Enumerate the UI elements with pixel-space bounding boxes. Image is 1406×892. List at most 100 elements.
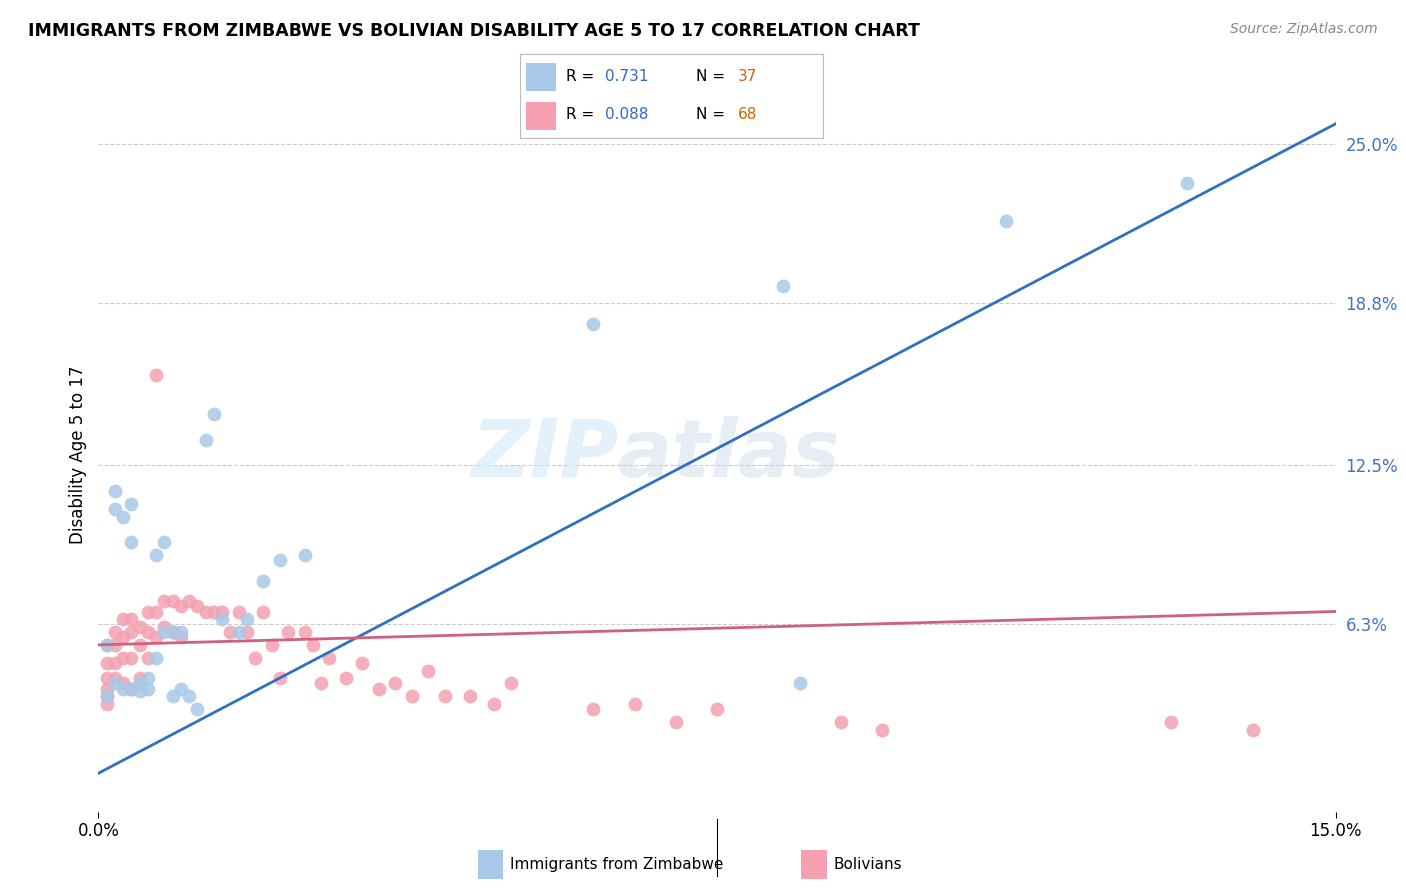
Text: Source: ZipAtlas.com: Source: ZipAtlas.com [1230, 22, 1378, 37]
Y-axis label: Disability Age 5 to 17: Disability Age 5 to 17 [69, 366, 87, 544]
Point [433, 690, 456, 704]
Point [145, 548, 167, 562]
Point [302, 638, 325, 652]
Point [1175, 176, 1198, 190]
Point [294, 625, 316, 640]
Point [162, 594, 184, 608]
Point [145, 368, 167, 383]
Point [145, 650, 167, 665]
Text: N =: N = [696, 70, 730, 85]
Point [104, 638, 127, 652]
Point [236, 625, 259, 640]
Point [153, 620, 176, 634]
Point [96, 690, 118, 704]
Point [112, 630, 135, 644]
Point [211, 612, 233, 626]
Point [202, 407, 225, 421]
Point [120, 650, 142, 665]
Point [162, 690, 184, 704]
FancyBboxPatch shape [526, 102, 557, 130]
Point [128, 620, 150, 634]
Point [194, 433, 217, 447]
Point [136, 650, 159, 665]
Point [830, 714, 852, 729]
Point [269, 553, 291, 567]
Point [170, 599, 193, 614]
Point [112, 681, 135, 696]
Point [120, 612, 142, 626]
Point [186, 702, 208, 716]
Text: atlas: atlas [619, 416, 841, 494]
Point [228, 625, 250, 640]
Point [96, 690, 118, 704]
Point [186, 599, 208, 614]
Point [128, 676, 150, 690]
Point [252, 605, 274, 619]
Point [1160, 714, 1182, 729]
Point [202, 605, 225, 619]
Point [162, 625, 184, 640]
Point [104, 625, 127, 640]
Point [120, 535, 142, 549]
Point [665, 714, 688, 729]
Point [499, 676, 522, 690]
Point [179, 594, 201, 608]
Point [128, 671, 150, 685]
Point [104, 501, 127, 516]
Point [623, 697, 645, 711]
Point [104, 676, 127, 690]
Text: R =: R = [565, 70, 599, 85]
Text: Bolivians: Bolivians [834, 857, 903, 871]
Point [170, 681, 193, 696]
Point [236, 612, 259, 626]
Point [120, 625, 142, 640]
Point [112, 650, 135, 665]
Point [96, 638, 118, 652]
Text: ZIP: ZIP [471, 416, 619, 494]
Point [145, 630, 167, 644]
Point [128, 684, 150, 698]
Point [145, 605, 167, 619]
Point [112, 612, 135, 626]
Point [1241, 723, 1264, 737]
Point [96, 697, 118, 711]
Text: 68: 68 [738, 107, 758, 122]
Point [484, 697, 506, 711]
Point [582, 702, 605, 716]
Point [277, 625, 299, 640]
Point [219, 625, 242, 640]
Point [96, 671, 118, 685]
Text: Immigrants from Zimbabwe: Immigrants from Zimbabwe [510, 857, 724, 871]
Point [136, 671, 159, 685]
Point [96, 638, 118, 652]
Point [104, 671, 127, 685]
Point [269, 671, 291, 685]
Point [112, 509, 135, 524]
Point [112, 676, 135, 690]
Point [260, 638, 283, 652]
Text: 0.088: 0.088 [605, 107, 648, 122]
Point [120, 497, 142, 511]
Point [294, 548, 316, 562]
Text: 0.731: 0.731 [605, 70, 648, 85]
Point [211, 605, 233, 619]
FancyBboxPatch shape [526, 62, 557, 91]
Point [243, 650, 266, 665]
Point [96, 681, 118, 696]
Point [136, 681, 159, 696]
Point [994, 214, 1017, 228]
Point [706, 702, 728, 716]
Point [252, 574, 274, 588]
Point [104, 656, 127, 670]
Point [352, 656, 374, 670]
Point [401, 690, 423, 704]
Point [179, 690, 201, 704]
Text: N =: N = [696, 107, 730, 122]
Point [120, 681, 142, 696]
Point [153, 594, 176, 608]
Point [136, 605, 159, 619]
Point [170, 630, 193, 644]
Point [367, 681, 389, 696]
Point [153, 625, 176, 640]
Point [318, 650, 340, 665]
